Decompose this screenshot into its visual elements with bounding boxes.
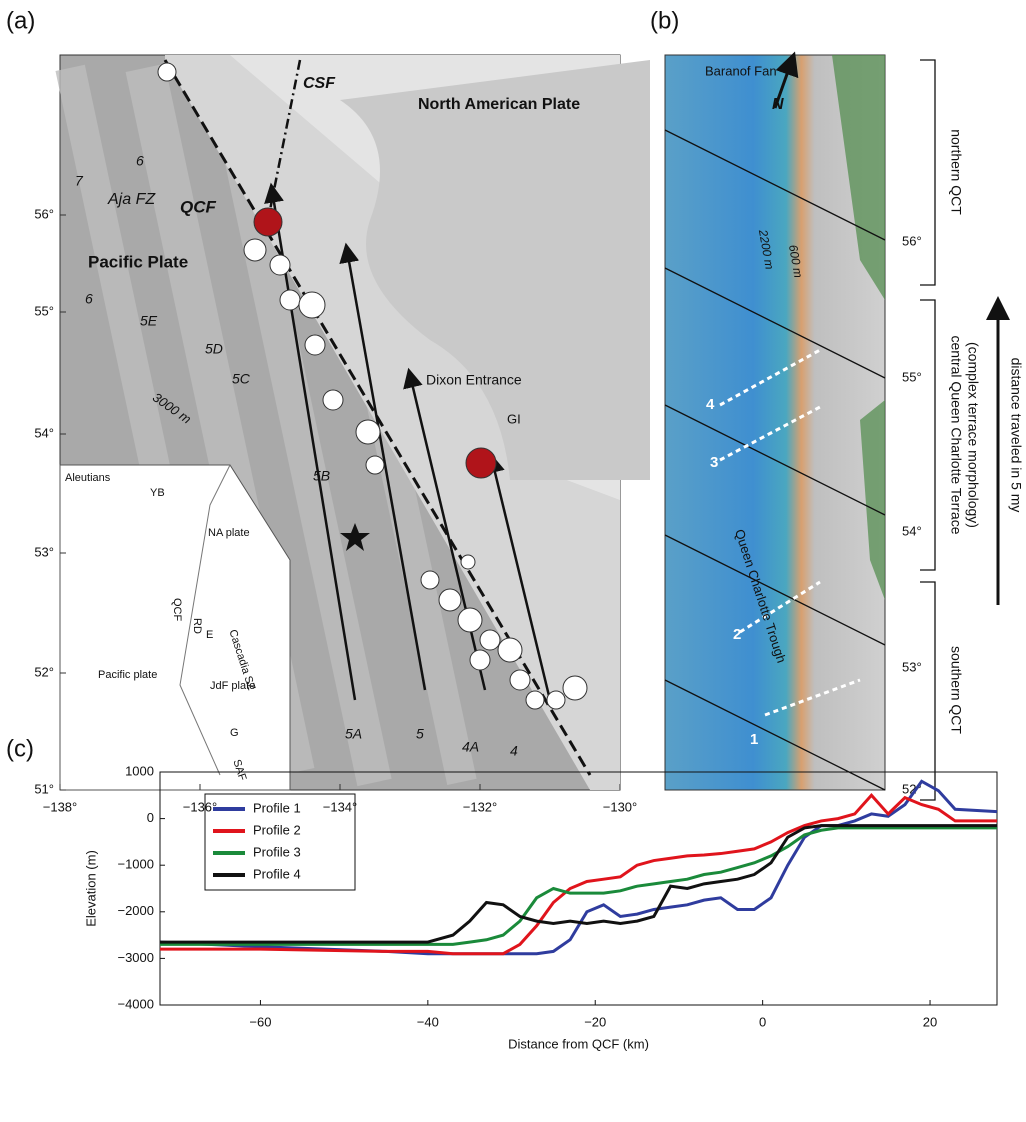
lat-tick-label: 56° <box>34 206 54 221</box>
y-tick-label: 1000 <box>125 763 154 778</box>
inset-label: E <box>206 629 213 641</box>
inset-label: JdF plate <box>210 680 255 692</box>
map-label: Aja FZ <box>107 191 156 208</box>
profile-label: 2 <box>733 626 741 643</box>
anomaly-label: 6 <box>136 153 144 169</box>
inset-label: G <box>230 727 239 739</box>
x-tick-label: −20 <box>584 1014 606 1029</box>
x-tick-label: −40 <box>417 1014 439 1029</box>
lat-tick-label: 54° <box>34 425 54 440</box>
anomaly-label: 5A <box>345 726 362 742</box>
y-tick-label: 0 <box>147 810 154 825</box>
lon-tick-label: −134° <box>323 799 357 814</box>
lat-tick-label: 52° <box>902 781 922 796</box>
anomaly-label: 4A <box>462 739 479 755</box>
inset-label: NA plate <box>208 527 250 539</box>
y-tick-label: −1000 <box>117 857 154 872</box>
segment-label: northern QCT <box>948 129 964 215</box>
profile-line <box>160 824 997 944</box>
panel-b: (b) 1 2 3 4 Baranof Fan N 2200 m 600 m Q… <box>650 7 1024 801</box>
legend-label: Profile 2 <box>253 822 301 837</box>
lat-tick-label: 52° <box>34 664 54 679</box>
inset-label: YB <box>150 487 165 499</box>
x-tick-label: −60 <box>249 1014 271 1029</box>
legend-label: Profile 4 <box>253 866 301 881</box>
map-label: N <box>772 96 784 113</box>
inset-label: Aleutians <box>65 472 111 484</box>
panel-label: (b) <box>650 7 679 34</box>
x-axis-label: Distance from QCF (km) <box>508 1036 649 1051</box>
map-label: GI <box>507 411 521 426</box>
anomaly-label: 5B <box>313 468 330 484</box>
map-label: Pacific Plate <box>88 252 188 271</box>
anomaly-label: 7 <box>75 173 84 189</box>
lat-tick-label: 51° <box>34 781 54 796</box>
plot-frame <box>159 771 998 1006</box>
panel-a: (a) CSF North American Plate Aja FZ QCF … <box>6 7 650 791</box>
legend-label: Profile 3 <box>253 844 301 859</box>
anomaly-label: 5C <box>232 371 251 387</box>
panel-label: (a) <box>6 7 35 34</box>
lat-tick-label: 55° <box>902 369 922 384</box>
y-axis-label: Elevation (m) <box>83 850 98 927</box>
anomaly-label: 5 <box>416 726 424 742</box>
map-label: CSF <box>303 75 336 92</box>
profile-label: 4 <box>706 396 715 413</box>
x-tick-label: 20 <box>923 1014 937 1029</box>
lat-tick-label: 53° <box>902 659 922 674</box>
arrow-label: distance traveled in 5 my <box>1008 358 1024 513</box>
map-label: Dixon Entrance <box>426 372 522 388</box>
y-tick-label: −2000 <box>117 903 154 918</box>
segment-label: southern QCT <box>948 646 964 734</box>
anomaly-label: 4 <box>510 743 518 759</box>
lat-tick-label: 54° <box>902 523 922 538</box>
map-label: 600 m <box>786 244 806 279</box>
legend-label: Profile 1 <box>253 800 301 815</box>
inset-label: QCF <box>171 598 183 622</box>
panel-c: (c) −4000 −3000 −2000 −1000 0 1000 −60 −40 −20 0 2… <box>6 735 998 1051</box>
anomaly-label: 5E <box>140 313 158 329</box>
y-tick-label: −3000 <box>117 950 154 965</box>
segment-label: (complex terrace morphology) <box>965 342 981 528</box>
lon-tick-label: −132° <box>463 799 497 814</box>
map-label: QCF <box>180 197 217 216</box>
inset-label: RD <box>191 618 203 634</box>
inset-label: Pacific plate <box>98 669 157 681</box>
anomaly-label: 6 <box>85 291 93 307</box>
y-tick-label: −4000 <box>117 996 154 1011</box>
lat-tick-label: 53° <box>34 544 54 559</box>
profile-line <box>160 826 997 946</box>
segment-label: central Queen Charlotte Terrace <box>948 336 964 535</box>
panel-label: (c) <box>6 735 34 762</box>
profile-label: 1 <box>750 731 758 748</box>
profile-label: 3 <box>710 454 718 471</box>
anomaly-label: 5D <box>205 341 223 357</box>
map-label: Baranof Fan <box>705 63 777 78</box>
lon-tick-label: −130° <box>603 799 637 814</box>
x-tick-label: 0 <box>759 1014 766 1029</box>
map-label: North American Plate <box>418 96 580 113</box>
lat-tick-label: 56° <box>902 233 922 248</box>
profile-line <box>160 793 997 956</box>
lon-tick-label: −136° <box>183 799 217 814</box>
lat-tick-label: 55° <box>34 303 54 318</box>
lon-tick-label: −138° <box>43 799 77 814</box>
